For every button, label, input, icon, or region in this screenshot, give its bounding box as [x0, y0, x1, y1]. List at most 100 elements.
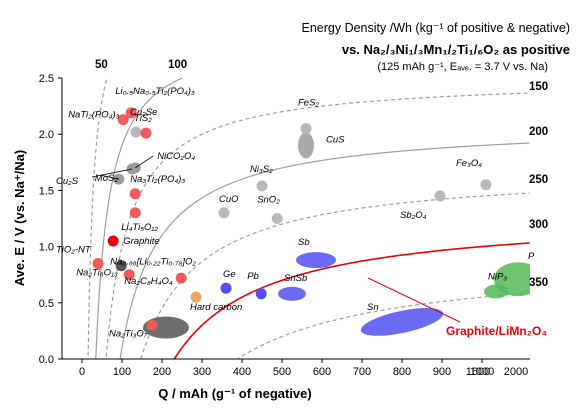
label-na2c8h4o4: Na₂C₈H₄O₄: [124, 276, 173, 287]
label-sb2o4: Sb₂O₄: [400, 210, 427, 221]
x-tick-label: 500: [273, 366, 291, 378]
y-axis-title: Ave. E / V (vs. Na⁺/Na): [12, 150, 27, 286]
contour-label-250: 250: [529, 174, 548, 186]
contour-label-150: 150: [529, 81, 548, 93]
point-sb2o4: [434, 190, 446, 202]
contour-50: [87, 78, 108, 359]
energy-density-contours: [87, 78, 530, 359]
label-p: P: [528, 251, 535, 262]
x-tick-label: 800: [393, 366, 411, 378]
point-na3ti2-po4-3: [129, 188, 141, 200]
point-cuo: [218, 207, 230, 219]
point-li0-5na0-5ti2-po4-3: [125, 107, 137, 119]
region-sn: [360, 308, 444, 336]
x-tick-label: 100: [113, 366, 131, 378]
label-li0-5na0-5ti2-po4-3: Li₀.₅Na₀.₅Ti₂(PO₄)₃: [115, 86, 195, 97]
contour-350: [236, 292, 530, 359]
point-tis2: [140, 127, 152, 139]
axis-titles: Graphite/LiMn₂O₄ Q / mAh (g⁻¹ of negative…: [12, 150, 547, 401]
leader-line: [100, 174, 119, 180]
contour-label-350: 350: [529, 277, 548, 289]
label-snsb: SnSb: [284, 273, 307, 284]
y-tick-label: 1.5: [39, 185, 54, 197]
x-tick-label: 300: [193, 366, 211, 378]
point-na2ti6o13: [115, 260, 127, 272]
y-tick-label: 2.0: [39, 129, 54, 141]
leader-line: [91, 168, 133, 178]
point-pb: [255, 288, 267, 300]
point-sno2: [271, 213, 283, 224]
label-nico2o4: NiCO₂O₄: [157, 151, 195, 162]
header-positive-electrode: vs. Na₂/₃Ni₁/₃Mn₁/₂Ti₁/₆O₂ as positive: [341, 42, 570, 57]
label-cu2s: Cu₂S: [56, 176, 79, 187]
label-sb: Sb: [298, 237, 310, 248]
contour-150: [105, 92, 530, 359]
contour-label-50: 50: [95, 59, 108, 71]
label-na3ti2-po4-3: Na₃Ti₂(PO₄)₃: [130, 174, 185, 185]
label-na2ti6o13: Na₂Ti₆O₁₃: [76, 268, 118, 279]
label-sno2: SnO₂: [257, 195, 280, 206]
point-cu2se: [130, 126, 142, 138]
leader-line: [134, 155, 154, 169]
x-tick-label: 900: [433, 366, 451, 378]
header-positive-conditions: (125 mAh g⁻¹, Eₐᵥₑ. = 3.7 V vs. Na): [377, 61, 548, 73]
region-snsb: [278, 286, 306, 301]
header-energy-density: Energy Density /Wh (kg⁻¹ of positive & n…: [301, 21, 570, 35]
label-pb: Pb: [247, 271, 259, 282]
annotation-leader: [367, 277, 461, 323]
label-li4ti5o12: Li₄Ti₅O₁₂: [121, 222, 158, 233]
x-tick-label: 0: [79, 366, 85, 378]
contour-labels: 50 100 150 200 250 300 350: [95, 59, 548, 289]
label-nip3: NiP₃: [488, 272, 507, 283]
point-li4ti5o12: [129, 207, 141, 219]
y-tick-label: 2.5: [39, 73, 54, 85]
x-tick-label: 1600: [466, 366, 490, 378]
point-ni3s2: [256, 180, 268, 192]
contour-250: [140, 192, 530, 359]
point-nati2-po4-3: [117, 114, 129, 126]
y-tick-label: 0.0: [39, 354, 54, 366]
point-na2ti3o7: [146, 319, 158, 331]
region-sb: [296, 252, 336, 269]
point-ge: [220, 282, 232, 294]
label-ge: Ge: [223, 269, 236, 280]
point-na2c8h4o4: [175, 272, 187, 284]
material-points: [92, 107, 492, 331]
label-nati2-po4-3: NaTi₂(PO₄)₃: [68, 110, 119, 121]
label-na2ti3o7: Na₂Ti₃O₇: [109, 328, 148, 339]
x-tick-label: 400: [233, 366, 251, 378]
label-cus: CuS: [326, 134, 345, 145]
contour-300: [173, 242, 530, 359]
point-graphite: [107, 235, 119, 247]
contour-label-100: 100: [168, 59, 187, 71]
plot-frame: [61, 78, 530, 360]
x-tick-label: 700: [353, 366, 371, 378]
label-cu2se: Cu₂Se: [130, 107, 157, 118]
point-tio2-nt: [92, 257, 104, 269]
contour-label-300: 300: [529, 219, 548, 231]
label-hard-carbon: Hard carbon: [190, 302, 242, 313]
label-graphite: Graphite: [123, 236, 159, 247]
y-tick-label: 1.0: [39, 242, 54, 254]
x-tick-label: 1000: [470, 366, 494, 378]
point-hard-carbon: [190, 291, 202, 303]
point-fe3o4: [480, 179, 492, 191]
region-p: [494, 262, 530, 297]
label-tis2: TiS₂: [134, 113, 152, 124]
contour-200: [119, 142, 530, 359]
x-tick-label: 600: [313, 366, 331, 378]
label-mos2: MoS₂: [95, 173, 119, 184]
contour-label-200: 200: [529, 126, 548, 138]
label-fes2: FeS₂: [298, 98, 319, 109]
label-cuo: CuO: [219, 194, 239, 205]
label-sn: Sn: [367, 302, 379, 313]
label-fe3o4: Fe₃O₄: [456, 158, 482, 169]
region-cus: [298, 132, 314, 159]
point-fes2: [300, 123, 312, 135]
label-ni3s2: Ni₃S₂: [250, 164, 273, 175]
label-na0-66-li0-22ti0-78-o2: Na₀.₆₆[Li₀.₂₂Ti₀.₇₈]O₂: [110, 257, 196, 268]
label-tio2-nt: TiO₂-NT: [56, 244, 92, 255]
